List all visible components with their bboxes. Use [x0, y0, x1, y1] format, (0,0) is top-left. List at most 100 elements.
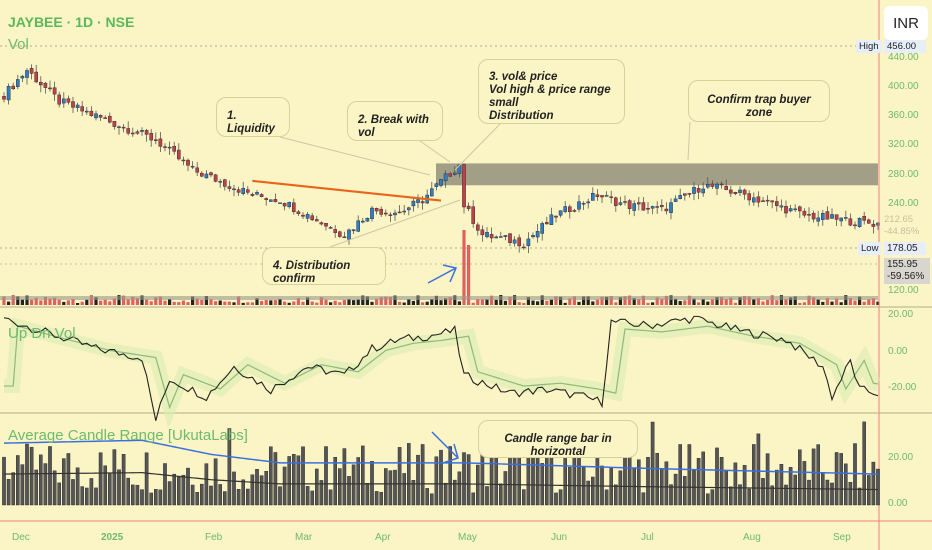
candle-body: [176, 149, 181, 160]
acr-bar: [779, 464, 784, 506]
trap-zone: [436, 163, 878, 186]
updn-tick: -20.00: [888, 382, 917, 393]
volume-bar: [444, 298, 448, 305]
volume-bar: [195, 298, 199, 305]
volume-bar: [407, 299, 411, 305]
candle-body: [517, 237, 521, 247]
candle-body: [669, 202, 673, 213]
annotation-distribution-confirm[interactable]: 4. Distribution confirm: [262, 247, 386, 285]
volume-bar: [200, 299, 204, 305]
candle-body: [43, 82, 48, 88]
acr-bar: [126, 477, 130, 506]
volume-bar: [283, 301, 287, 305]
price-tick: 280.00: [888, 169, 919, 180]
candle-body: [241, 188, 246, 195]
currency-button[interactable]: INR: [884, 6, 928, 40]
acr-bar: [701, 451, 705, 506]
acr-bar: [361, 445, 365, 506]
candle-body: [503, 235, 508, 237]
volume-bar: [347, 299, 351, 305]
candle-body: [222, 179, 227, 187]
annotation-break-with-vol[interactable]: 2. Break with vol: [347, 101, 443, 141]
low-value: 178.05: [884, 242, 926, 255]
candle-body: [609, 196, 613, 198]
annotation-candle-range[interactable]: Candle range bar in horizontal: [478, 420, 638, 458]
acr-bar: [52, 470, 57, 506]
volume-bar: [499, 295, 503, 305]
candle-body: [84, 110, 89, 113]
volume-bar: [448, 297, 452, 305]
updn-vol-pane-label: Up Dn Vol: [8, 325, 76, 342]
updn-signal-line: [4, 325, 879, 410]
acr-bar: [747, 488, 751, 506]
volume-bar: [729, 297, 733, 305]
volume-bar: [867, 299, 871, 305]
candle-body: [761, 200, 765, 202]
acr-bar: [729, 486, 733, 506]
volume-bar: [434, 295, 438, 305]
volume-bar: [485, 299, 489, 305]
candle-body: [687, 193, 692, 195]
acr-bar: [439, 449, 443, 506]
acr-bar: [775, 469, 779, 506]
acr-bar: [315, 468, 319, 506]
annotation-liquidity[interactable]: 1. Liquidity: [216, 97, 290, 137]
annotation-trap-zone[interactable]: Confirm trap buyer zone: [688, 80, 830, 122]
volume-bar: [149, 301, 153, 305]
candle-body: [595, 194, 600, 197]
candle-body: [11, 85, 16, 90]
volume-bar: [273, 300, 277, 305]
candle-body: [738, 189, 742, 193]
acr-bar: [540, 463, 544, 506]
candle-body: [39, 82, 43, 86]
acr-bar: [84, 487, 89, 506]
volume-bar: [204, 296, 208, 305]
candle-body: [742, 189, 747, 195]
volume-bar: [430, 299, 434, 305]
candle-body: [554, 215, 558, 218]
acr-bar: [338, 468, 342, 506]
acr-bar: [209, 485, 213, 506]
volume-bar: [324, 299, 328, 305]
acr-bar: [365, 483, 370, 506]
acr-bar: [687, 444, 692, 506]
acr-bar: [462, 452, 466, 506]
acr-bar: [512, 454, 517, 506]
acr-bar: [130, 484, 135, 506]
volume-bar: [99, 300, 103, 305]
volume-bar: [122, 295, 126, 305]
candle-body: [89, 110, 94, 116]
volume-bar: [66, 300, 70, 305]
volume-bar: [609, 296, 613, 305]
volume-bar: [812, 297, 816, 305]
candle-body: [333, 229, 338, 233]
volume-bar: [628, 295, 632, 305]
candle-body: [462, 164, 466, 208]
acr-bar: [245, 488, 250, 506]
annotation-vol-price[interactable]: 3. vol& price Vol high & price range smal…: [478, 59, 625, 124]
acr-bar: [213, 458, 218, 506]
acr-bar: [531, 451, 535, 506]
candle-body: [531, 235, 535, 238]
acr-bar: [673, 473, 678, 506]
candle-body: [618, 202, 623, 205]
acr-bar: [121, 454, 126, 506]
candle-body: [48, 87, 52, 90]
candle-body: [811, 212, 816, 220]
acr-bar: [857, 487, 862, 506]
volume-bar: [789, 297, 793, 305]
volume-bar: [57, 299, 61, 305]
acr-pane-label: Average Candle Range [UkutaLabs]: [8, 427, 248, 444]
candle-body: [2, 96, 6, 100]
candle-body: [701, 188, 705, 194]
candle-body: [715, 183, 719, 189]
volume-bar: [103, 299, 107, 305]
candle-body: [586, 201, 590, 204]
candle-body: [770, 200, 774, 203]
volume-bar: [618, 297, 622, 305]
time-label: Dec: [12, 532, 30, 543]
candle-body: [650, 206, 655, 209]
acr-bar: [752, 444, 756, 506]
candle-body: [655, 206, 659, 208]
